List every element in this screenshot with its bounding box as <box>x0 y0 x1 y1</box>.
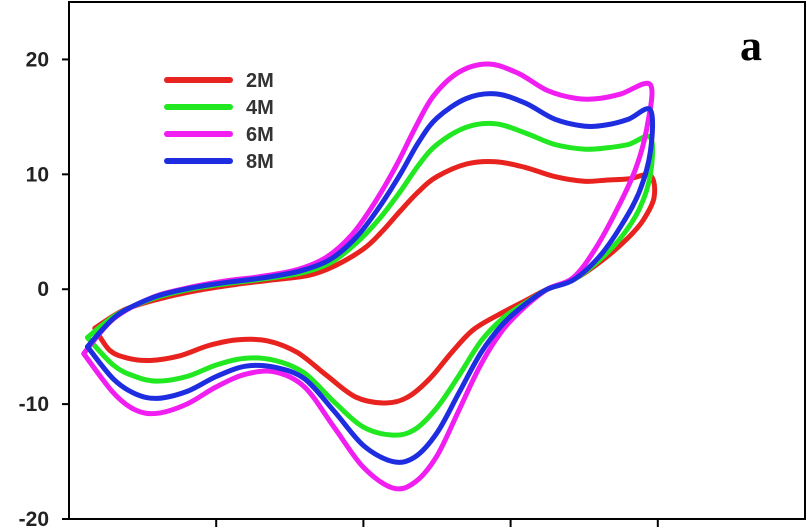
series-line-6m <box>81 61 655 492</box>
y-tick-label: -20 <box>19 508 49 531</box>
plot-frame <box>68 1 806 520</box>
series-line-8m <box>84 91 656 465</box>
legend-label: 2M <box>246 70 274 92</box>
legend-label: 4M <box>246 97 274 119</box>
series-line-2m <box>92 158 658 406</box>
legend-label: 6M <box>246 124 274 146</box>
y-tick-label: -10 <box>19 393 49 416</box>
panel-label: a <box>740 21 762 70</box>
x-axis-ticks <box>215 519 659 527</box>
y-tick-label: 0 <box>37 278 49 301</box>
series-layer <box>81 61 658 492</box>
series-line-4m <box>84 120 656 438</box>
y-axis-ticks: 20 10 0 -10 -20 <box>19 48 69 531</box>
y-tick-label: 20 <box>26 48 49 71</box>
y-tick-label: 10 <box>26 163 49 186</box>
legend: 2M 4M 6M 8M <box>164 70 274 173</box>
legend-label: 8M <box>246 151 274 173</box>
